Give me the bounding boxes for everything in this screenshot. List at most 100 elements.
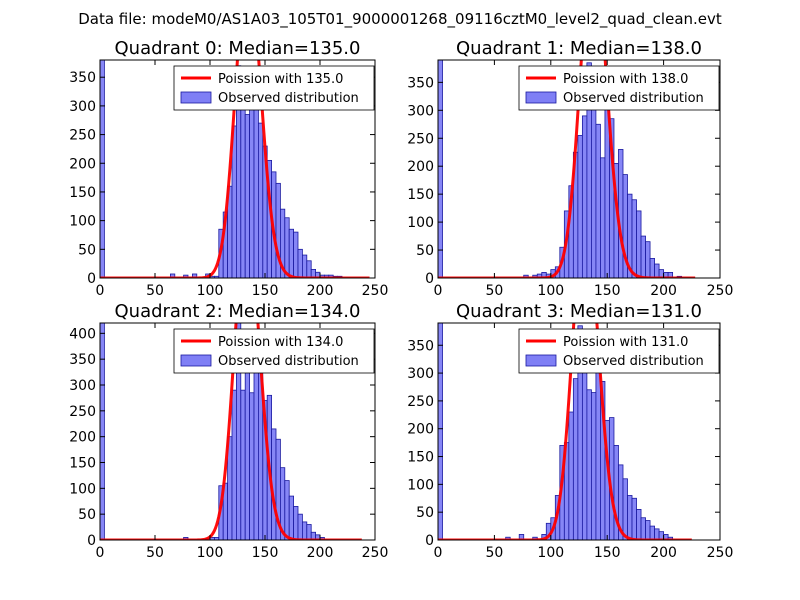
y-tick-label: 0: [425, 271, 434, 287]
y-tick-label: 300: [69, 378, 96, 394]
y-tick-label: 300: [407, 366, 434, 382]
y-tick-label: 250: [407, 394, 434, 410]
histogram-bar: [100, 60, 105, 278]
histogram-bar: [438, 60, 443, 278]
histogram-bars: [100, 323, 325, 540]
x-tick-label: 100: [197, 283, 224, 299]
y-tick-label: 200: [407, 422, 434, 438]
y-tick-label: 100: [69, 214, 96, 230]
histogram-bar: [301, 521, 308, 540]
axes-frame: [437, 322, 721, 541]
histogram-bar: [591, 392, 597, 540]
y-tick-label: 100: [407, 215, 434, 231]
histogram-bar: [284, 480, 290, 540]
y-tick-label: 50: [78, 242, 96, 258]
y-tick-label: 50: [416, 505, 434, 521]
legend: Poission with 135.0 Observed distribution: [173, 65, 375, 111]
x-tick-label: 200: [307, 545, 334, 561]
legend-hist-swatch: [525, 91, 557, 104]
histogram-bar: [577, 135, 583, 278]
y-tick-label: 250: [69, 128, 96, 144]
y-tick-label: 200: [407, 159, 434, 175]
legend-hist-label: Observed distribution: [218, 354, 359, 369]
y-tick-label: 0: [425, 533, 434, 549]
y-tick-label: 0: [87, 533, 96, 549]
x-tick-label: 250: [707, 283, 734, 299]
y-tick-label: 50: [416, 243, 434, 259]
histogram-bar: [249, 392, 255, 540]
subplot-title: Quadrant 2: Median=134.0: [115, 301, 361, 322]
histogram-bar: [654, 263, 660, 278]
histogram-bars: [438, 323, 674, 540]
legend-hist-label: Observed distribution: [218, 91, 359, 106]
legend-line-label: Poission with 131.0: [563, 335, 688, 350]
x-tick-label: 50: [485, 283, 503, 299]
subplot-quadrant-1: Quadrant 1: Median=138.0 0 50 100 150 200 250 0…: [407, 38, 734, 299]
histogram-bar: [306, 260, 312, 278]
y-tick-label: 200: [69, 430, 96, 446]
histogram-bar: [288, 495, 295, 540]
histogram-bar: [100, 323, 105, 540]
legend: Poission with 134.0 Observed distribution: [173, 328, 375, 374]
x-tick-label: 0: [434, 545, 443, 561]
histogram-bar: [301, 254, 308, 278]
histogram-bar: [568, 411, 574, 540]
y-tick-label: 250: [407, 131, 434, 147]
y-tick-label: 400: [69, 326, 96, 342]
x-tick-label: 100: [197, 545, 224, 561]
y-tick-label: 150: [407, 450, 434, 466]
histogram-bar: [627, 495, 633, 540]
histogram-bar: [622, 478, 628, 540]
x-tick-label: 50: [146, 283, 164, 299]
histogram-bar: [649, 258, 655, 278]
y-tick-label: 150: [69, 185, 96, 201]
y-tick-label: 300: [407, 103, 434, 119]
x-tick-label: 0: [96, 283, 105, 299]
histogram-bar: [631, 497, 637, 540]
x-tick-label: 200: [650, 545, 677, 561]
poisson-curve: [100, 323, 363, 540]
subplot-title: Quadrant 0: Median=135.0: [115, 38, 361, 59]
histogram-bar: [649, 525, 655, 540]
x-tick-label: 100: [537, 283, 564, 299]
legend-hist-swatch: [525, 354, 557, 367]
subplot-title: Quadrant 1: Median=138.0: [456, 38, 702, 59]
subplot-grid: Quadrant 0: Median=135.0 0 50 100 150 200 250 0…: [69, 38, 734, 561]
x-tick-label: 150: [252, 283, 279, 299]
legend-line-label: Poission with 134.0: [218, 335, 343, 350]
histogram-bar: [257, 122, 264, 278]
y-tick-label: 350: [407, 75, 434, 91]
axes-frame: [99, 322, 376, 541]
legend: Poission with 131.0 Observed distribution: [518, 328, 720, 374]
histogram-bar: [645, 241, 651, 278]
histogram-bar: [591, 81, 597, 278]
histogram-bars: [438, 60, 683, 278]
y-tick-label: 150: [69, 456, 96, 472]
x-tick-label: 50: [146, 545, 164, 561]
histogram-bar: [572, 378, 579, 540]
y-tick-label: 350: [407, 338, 434, 354]
histogram-bar: [631, 199, 637, 278]
legend-line-label: Poission with 138.0: [563, 72, 688, 87]
histogram-bar: [169, 273, 176, 278]
x-tick-label: 0: [434, 283, 443, 299]
histogram-bar: [231, 389, 237, 540]
histogram-bar: [191, 273, 198, 278]
histogram-bar: [640, 235, 646, 278]
subplot-title: Quadrant 3: Median=131.0: [456, 301, 702, 322]
x-tick-label: 250: [707, 545, 734, 561]
x-tick-label: 150: [252, 545, 279, 561]
histogram-bar: [645, 520, 651, 540]
x-tick-label: 100: [537, 545, 564, 561]
histogram-bar: [284, 217, 290, 278]
x-tick-label: 150: [594, 283, 621, 299]
figure-title: Data file: modeM0/AS1A03_105T01_90000012…: [78, 10, 722, 29]
y-tick-label: 150: [407, 187, 434, 203]
histogram-bar: [636, 210, 642, 278]
x-tick-label: 250: [362, 283, 389, 299]
histogram-bar: [306, 524, 312, 540]
subplot-quadrant-0: Quadrant 0: Median=135.0 0 50 100 150 200 250 0…: [69, 38, 389, 299]
axes-frame: [99, 59, 376, 279]
y-tick-label: 100: [69, 481, 96, 497]
